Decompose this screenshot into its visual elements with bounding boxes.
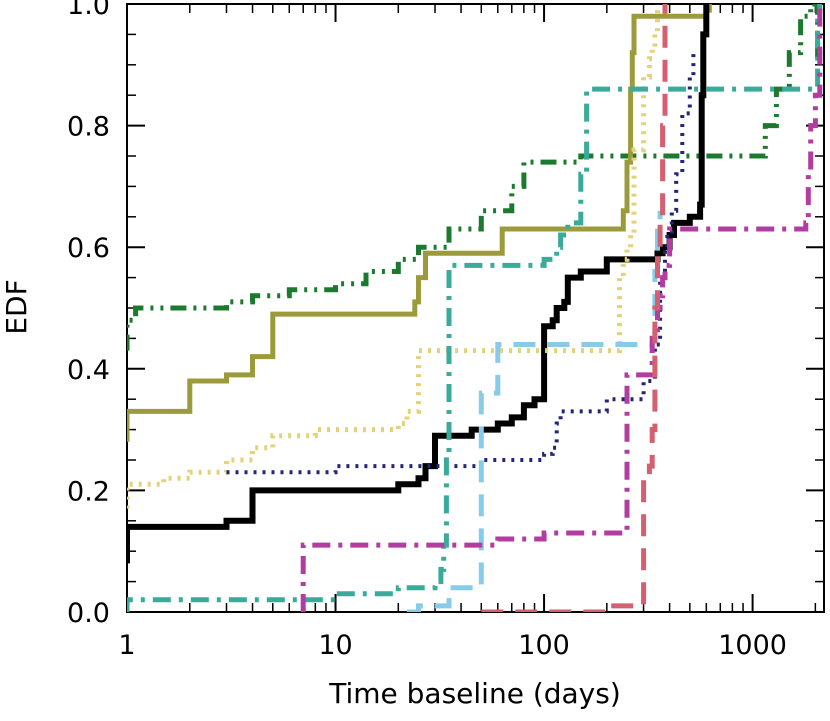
x-tick-label: 1000 bbox=[718, 630, 787, 661]
series-line-5 bbox=[127, 4, 823, 612]
series-line-3 bbox=[127, 4, 660, 509]
y-tick-label: 0.6 bbox=[67, 233, 110, 264]
y-axis-label: EDF bbox=[0, 279, 33, 334]
y-tick-label: 0.4 bbox=[67, 355, 110, 386]
y-tick-label: 0.8 bbox=[67, 112, 110, 143]
series-layer bbox=[127, 4, 823, 612]
axis-ticks: 1 10 100 1000 0.0 0.2 0.4 0.6 0.8 1.0 bbox=[67, 0, 824, 661]
x-axis-label: Time baseline (days) bbox=[328, 677, 621, 710]
x-tick-label: 10 bbox=[318, 630, 352, 661]
x-tick-label: 1 bbox=[118, 630, 135, 661]
y-tick-label: 1.0 bbox=[67, 0, 110, 21]
series-line-6 bbox=[406, 210, 663, 612]
series-line-1 bbox=[127, 4, 712, 442]
series-line-0 bbox=[127, 4, 823, 351]
series-line-7 bbox=[300, 4, 823, 612]
series-line-4 bbox=[226, 52, 696, 475]
y-tick-label: 0.0 bbox=[67, 598, 110, 629]
y-tick-label: 0.2 bbox=[67, 476, 110, 507]
series-line-2 bbox=[127, 4, 710, 564]
series-line-8 bbox=[481, 4, 668, 612]
x-tick-label: 100 bbox=[518, 630, 570, 661]
